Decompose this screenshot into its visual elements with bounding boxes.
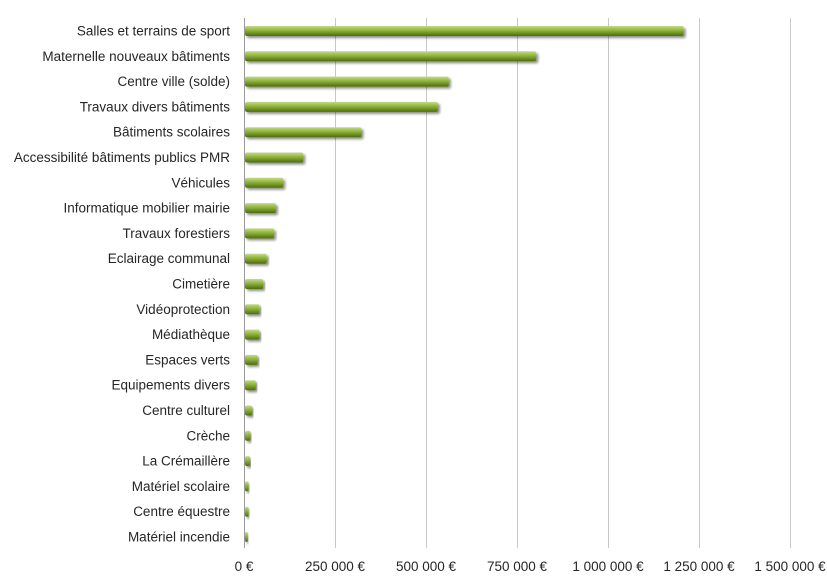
category-label: Véhicules <box>171 175 230 190</box>
bar <box>245 506 249 517</box>
category-label: La Crémaillère <box>142 454 230 469</box>
x-tick-label: 1 250 000 € <box>663 559 735 574</box>
category-label: Informatique mobilier mairie <box>63 201 230 216</box>
bar <box>245 152 304 163</box>
bar <box>245 329 260 340</box>
x-axis-tick-labels: 0 € 250 000 € 500 000 € 750 000 € 1 000 000 … <box>235 559 827 574</box>
category-label: Espaces verts <box>145 352 230 367</box>
category-label: Matériel incendie <box>128 530 230 545</box>
bar <box>245 380 256 391</box>
category-label: Accessibilité bâtiments publics PMR <box>14 150 230 165</box>
x-tick-label: 500 000 € <box>396 559 457 574</box>
category-label: Centre ville (solde) <box>117 74 230 89</box>
category-label: Vidéoprotection <box>136 302 230 317</box>
category-label: Travaux forestiers <box>122 226 230 241</box>
x-tick-label: 1 500 000 € <box>754 559 826 574</box>
bar <box>245 253 267 264</box>
category-label: Centre équestre <box>133 504 230 519</box>
bar <box>245 51 537 62</box>
gridlines <box>244 18 791 548</box>
x-tick-label: 750 000 € <box>487 559 548 574</box>
bar <box>245 532 248 542</box>
category-label: Eclairage communal <box>108 251 230 266</box>
bars <box>245 26 684 542</box>
category-label: Médiathèque <box>152 327 230 342</box>
category-labels: Salles et terrains de sport Maternelle no… <box>14 24 230 545</box>
bar <box>245 405 253 416</box>
category-label: Travaux divers bâtiments <box>80 99 231 114</box>
bar <box>245 101 438 112</box>
category-label: Centre culturel <box>142 403 230 418</box>
category-label: Salles et terrains de sport <box>77 24 230 39</box>
bar <box>245 354 258 365</box>
bar <box>245 279 264 289</box>
bar <box>245 177 284 188</box>
bar <box>245 430 251 441</box>
x-tick-label: 250 000 € <box>305 559 366 574</box>
category-label: Equipements divers <box>111 378 230 393</box>
bar <box>245 456 251 467</box>
bar <box>245 304 260 315</box>
bar <box>245 26 684 36</box>
category-label: Crèche <box>186 428 230 443</box>
category-label: Bâtiments scolaires <box>113 125 230 140</box>
x-tick-label: 1 000 000 € <box>572 559 644 574</box>
bar <box>245 127 362 138</box>
bar <box>245 76 449 87</box>
bar <box>245 203 276 214</box>
x-tick-label: 0 € <box>235 559 254 574</box>
category-label: Maternelle nouveaux bâtiments <box>42 49 230 64</box>
category-label: Matériel scolaire <box>132 479 230 494</box>
category-label: Cimetière <box>172 277 230 292</box>
bar <box>245 228 275 239</box>
bar <box>245 481 249 492</box>
